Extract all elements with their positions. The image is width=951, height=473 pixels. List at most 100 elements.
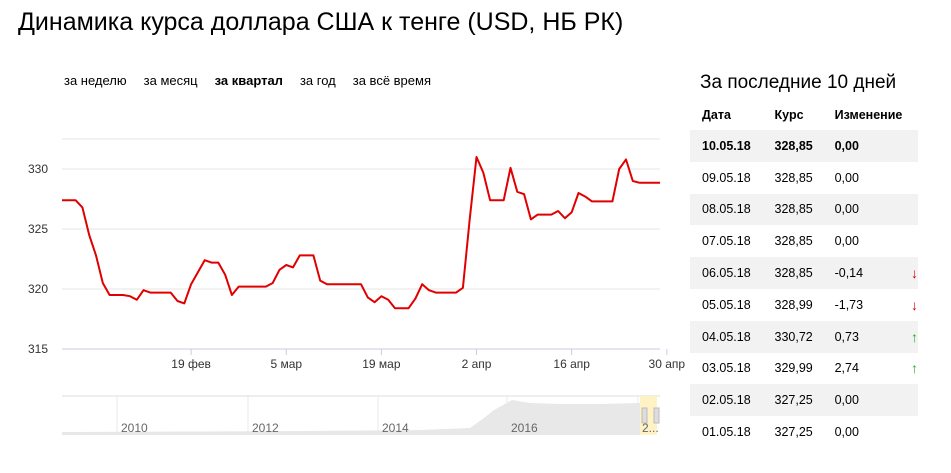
data-point[interactable] bbox=[141, 287, 147, 293]
period-all-time[interactable]: за всё время bbox=[352, 73, 431, 88]
data-point[interactable] bbox=[406, 305, 412, 311]
data-point[interactable] bbox=[480, 170, 486, 176]
table-row: 01.05.18 327,25 0,00 bbox=[690, 416, 918, 448]
data-point[interactable] bbox=[528, 216, 534, 222]
rate-cell: 328,85 bbox=[774, 234, 813, 249]
data-point[interactable] bbox=[100, 280, 106, 286]
data-point[interactable] bbox=[657, 180, 663, 186]
period-month[interactable]: за месяц bbox=[143, 73, 198, 88]
data-point[interactable] bbox=[392, 305, 398, 311]
no-change-icon bbox=[888, 225, 919, 257]
x-tick-label: 5 мар bbox=[270, 357, 303, 371]
data-point[interactable] bbox=[637, 180, 643, 186]
data-point[interactable] bbox=[474, 154, 480, 160]
x-tick-label: 19 фев bbox=[171, 357, 211, 371]
data-point[interactable] bbox=[229, 292, 235, 298]
data-point[interactable] bbox=[107, 292, 113, 298]
column-header-date: Дата bbox=[702, 108, 731, 122]
data-point[interactable] bbox=[508, 165, 514, 171]
data-point[interactable] bbox=[59, 197, 65, 203]
data-point[interactable] bbox=[79, 204, 85, 210]
x-tick-label: 19 мар bbox=[362, 357, 401, 371]
table-row: 07.05.18 328,85 0,00 bbox=[690, 225, 918, 257]
data-point[interactable] bbox=[521, 191, 527, 197]
data-point[interactable] bbox=[175, 298, 181, 304]
arrow-up-icon: ↑ bbox=[911, 360, 918, 377]
data-point[interactable] bbox=[276, 267, 282, 273]
x-axis-ticks bbox=[190, 349, 668, 355]
date-cell: 03.05.18 bbox=[702, 361, 751, 376]
data-point[interactable] bbox=[134, 297, 140, 303]
table-row: 02.05.18 327,25 0,00 bbox=[690, 384, 918, 417]
data-point[interactable] bbox=[290, 264, 296, 270]
data-point[interactable] bbox=[616, 166, 622, 172]
data-point[interactable] bbox=[412, 296, 418, 302]
data-point[interactable] bbox=[317, 278, 323, 284]
data-point[interactable] bbox=[86, 232, 92, 238]
data-point[interactable] bbox=[609, 198, 615, 204]
period-week[interactable]: за неделю bbox=[64, 73, 127, 88]
data-point[interactable] bbox=[419, 281, 425, 287]
data-point[interactable] bbox=[589, 198, 595, 204]
data-point[interactable] bbox=[168, 290, 174, 296]
data-point[interactable] bbox=[181, 300, 187, 306]
data-point[interactable] bbox=[575, 190, 581, 196]
data-point[interactable] bbox=[147, 290, 153, 296]
data-point[interactable] bbox=[548, 212, 554, 218]
data-point[interactable] bbox=[365, 294, 371, 300]
date-cell: 01.05.18 bbox=[702, 425, 751, 440]
data-point[interactable] bbox=[378, 293, 384, 299]
navigator-handle-right[interactable] bbox=[653, 407, 660, 424]
data-point[interactable] bbox=[623, 156, 629, 162]
data-point[interactable] bbox=[222, 272, 228, 278]
y-tick-label: 315 bbox=[28, 342, 49, 356]
data-point[interactable] bbox=[93, 252, 99, 258]
data-point[interactable] bbox=[487, 197, 493, 203]
data-point[interactable] bbox=[127, 293, 133, 299]
data-point[interactable] bbox=[358, 281, 364, 287]
data-point[interactable] bbox=[535, 212, 541, 218]
data-point[interactable] bbox=[453, 290, 459, 296]
data-point[interactable] bbox=[324, 281, 330, 287]
data-point[interactable] bbox=[514, 189, 520, 195]
recent-rates-table: Дата Курс Изменение 10.05.18 328,85 0,00 09… bbox=[690, 100, 918, 448]
data-point[interactable] bbox=[555, 208, 561, 214]
rate-cell: 328,85 bbox=[762, 193, 823, 226]
data-point[interactable] bbox=[270, 280, 276, 286]
data-point[interactable] bbox=[297, 252, 303, 258]
data-point[interactable] bbox=[460, 285, 466, 291]
period-year[interactable]: за год bbox=[299, 73, 336, 88]
data-point[interactable] bbox=[73, 197, 79, 203]
data-point[interactable] bbox=[582, 194, 588, 200]
data-point[interactable] bbox=[569, 209, 575, 215]
rate-cell: 329,99 bbox=[774, 361, 813, 376]
data-point[interactable] bbox=[562, 215, 568, 221]
data-point[interactable] bbox=[215, 260, 221, 266]
period-quarter[interactable]: за квартал bbox=[214, 73, 283, 88]
data-point[interactable] bbox=[426, 287, 432, 293]
data-point[interactable] bbox=[433, 290, 439, 296]
navigator-handle-left[interactable] bbox=[641, 407, 648, 424]
data-point[interactable] bbox=[120, 292, 126, 298]
data-point[interactable] bbox=[263, 284, 269, 290]
data-point[interactable] bbox=[188, 281, 194, 287]
arrow-down-icon: ↓ bbox=[887, 257, 918, 289]
data-point[interactable] bbox=[283, 262, 289, 268]
data-point[interactable] bbox=[630, 178, 636, 184]
data-point[interactable] bbox=[467, 216, 473, 222]
data-point[interactable] bbox=[385, 297, 391, 303]
data-point[interactable] bbox=[236, 284, 242, 290]
data-point[interactable] bbox=[310, 252, 316, 258]
data-point[interactable] bbox=[202, 257, 208, 263]
rate-chart[interactable] bbox=[0, 0, 680, 473]
date-cell: 06.05.18 bbox=[690, 257, 763, 289]
data-point[interactable] bbox=[501, 197, 507, 203]
data-point[interactable] bbox=[372, 299, 378, 305]
column-header-rate: Курс bbox=[774, 108, 804, 122]
rate-cell: 328,99 bbox=[774, 297, 813, 312]
arrow-up-icon: ↑ bbox=[887, 320, 918, 353]
navigator[interactable] bbox=[62, 395, 660, 435]
data-point[interactable] bbox=[195, 269, 201, 275]
rate-cell: 330,72 bbox=[762, 320, 823, 353]
data-point[interactable] bbox=[209, 260, 215, 266]
